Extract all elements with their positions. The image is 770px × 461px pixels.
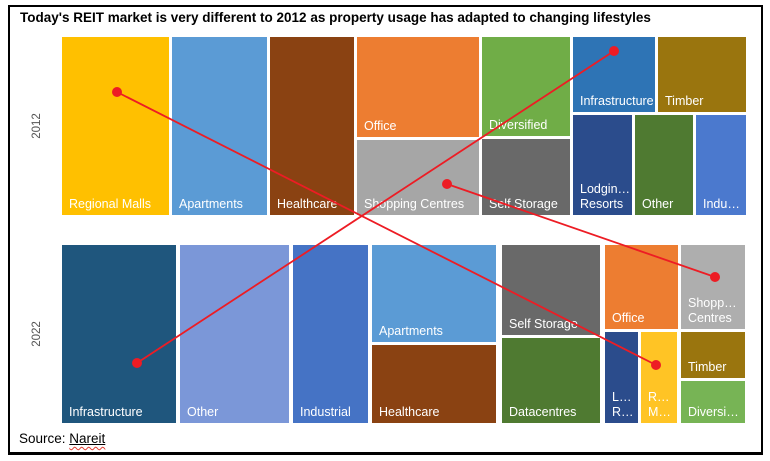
source-note: Source: Nareit bbox=[19, 431, 105, 446]
tile-label-infrastructure-2012: Infrastructure bbox=[580, 93, 653, 108]
tile-timber-2012: Timber bbox=[658, 37, 746, 112]
tile-label-other-2022: Other bbox=[187, 404, 219, 419]
chart-title: Today's REIT market is very different to… bbox=[20, 10, 651, 25]
tile-apartments-2022: Apartments bbox=[372, 245, 496, 342]
tile-label-timber-2012: Timber bbox=[665, 93, 704, 108]
tile-label-timber-2022: Timber bbox=[688, 359, 727, 374]
tile-office-2022: Office bbox=[605, 245, 678, 329]
tile-regional-malls-2012: Regional Malls bbox=[62, 37, 169, 215]
tile-office-2012: Office bbox=[357, 37, 479, 137]
tile-label-self-storage-2022: Self Storage bbox=[509, 316, 578, 331]
tile-other-2012: Other bbox=[635, 115, 693, 215]
tile-apartments-2012: Apartments bbox=[172, 37, 267, 215]
tile-diversified-2022: Diversi… bbox=[681, 381, 745, 423]
tile-label-industrial-2012: Indu… bbox=[703, 196, 740, 211]
tile-label-shopping-centres-2022: Shopp… Centres bbox=[688, 296, 737, 325]
tile-label-diversified-2022: Diversi… bbox=[688, 404, 739, 419]
tile-self-storage-2022: Self Storage bbox=[502, 245, 600, 335]
axis-label-2022: 2022 bbox=[31, 321, 43, 347]
source-label: Source: bbox=[19, 431, 66, 446]
tile-label-other-2012: Other bbox=[642, 196, 674, 211]
tile-label-apartments-2012: Apartments bbox=[179, 196, 243, 211]
tile-infrastructure-2022: Infrastructure bbox=[62, 245, 176, 423]
tile-label-office-2012: Office bbox=[364, 118, 397, 133]
tile-label-shopping-centres-2012: Shopping Centres bbox=[364, 196, 465, 211]
tile-lodging-resorts-2012: Lodgin… Resorts bbox=[573, 115, 632, 215]
tile-other-2022: Other bbox=[180, 245, 289, 423]
tile-label-infrastructure-2022: Infrastructure bbox=[69, 404, 143, 419]
tile-timber-2022: Timber bbox=[681, 332, 745, 378]
source-link-text: Nareit bbox=[69, 431, 106, 446]
tile-label-regional-malls-2012: Regional Malls bbox=[69, 196, 151, 211]
tile-label-healthcare-2022: Healthcare bbox=[379, 404, 440, 419]
tile-datacentres-2022: Datacentres bbox=[502, 338, 600, 423]
tile-label-lodging-resorts-2012: Lodgin… Resorts bbox=[580, 182, 630, 211]
tile-shopping-centres-2022: Shopp… Centres bbox=[681, 245, 745, 329]
tile-label-industrial-2022: Industrial bbox=[300, 404, 351, 419]
tile-healthcare-2012: Healthcare bbox=[270, 37, 354, 215]
tile-healthcare-2022: Healthcare bbox=[372, 345, 496, 423]
tile-regional-malls-2022: R… M… bbox=[641, 332, 677, 423]
tile-diversified-2012: Diversified bbox=[482, 37, 570, 136]
tile-label-datacentres-2022: Datacentres bbox=[509, 404, 577, 419]
tile-self-storage-2012: Self Storage bbox=[482, 139, 570, 215]
tile-label-healthcare-2012: Healthcare bbox=[277, 196, 338, 211]
tile-label-regional-malls-2022: R… M… bbox=[648, 390, 671, 419]
tile-label-self-storage-2012: Self Storage bbox=[489, 196, 558, 211]
tile-label-lodging-resorts-2022: L… R… bbox=[612, 390, 634, 419]
tile-shopping-centres-2012: Shopping Centres bbox=[357, 140, 479, 215]
axis-label-2012: 2012 bbox=[31, 113, 43, 139]
tile-infrastructure-2012: Infrastructure bbox=[573, 37, 655, 112]
tile-label-diversified-2012: Diversified bbox=[489, 117, 548, 132]
tile-lodging-resorts-2022: L… R… bbox=[605, 332, 638, 423]
tile-label-office-2022: Office bbox=[612, 310, 645, 325]
source-link[interactable]: Nareit bbox=[69, 431, 105, 446]
tile-industrial-2022: Industrial bbox=[293, 245, 368, 423]
tile-label-apartments-2022: Apartments bbox=[379, 323, 443, 338]
tile-industrial-2012: Indu… bbox=[696, 115, 746, 215]
